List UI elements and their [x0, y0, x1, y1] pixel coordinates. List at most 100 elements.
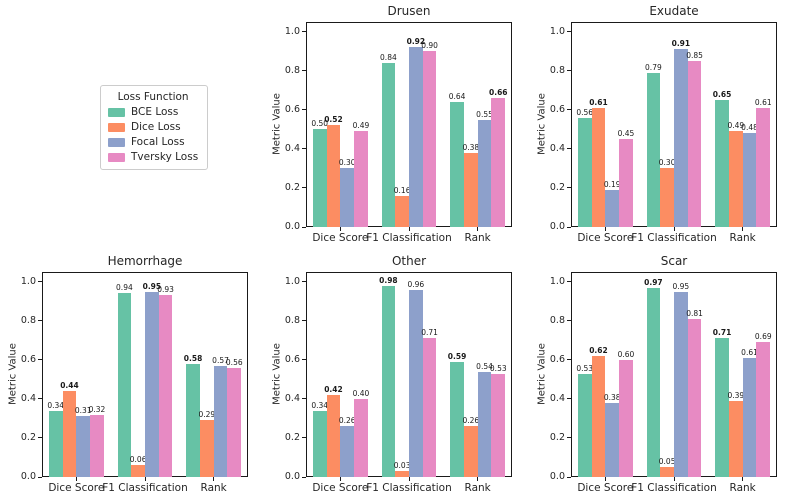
bar-value-label: 0.57: [212, 355, 229, 365]
bar-value-label: 0.49: [727, 121, 745, 131]
x-tick-label: F1 Classification: [102, 482, 188, 494]
x-tick-mark: [144, 477, 146, 481]
bar: [381, 63, 396, 227]
x-tick-label: F1 Classification: [366, 482, 452, 494]
bar-value-label: 0.81: [686, 308, 703, 318]
y-tick-mark: [567, 476, 571, 478]
bar-value-label: 0.32: [88, 404, 106, 414]
y-tick-mark: [38, 320, 42, 322]
bar-value-label: 0.61: [741, 347, 758, 357]
bar: [340, 426, 355, 477]
bar-value-label: 0.91: [671, 39, 691, 49]
panel-hemorrhage: Hemorrhage Metric Value 0.0 0.2 0.4 0.6 0.8 1.0…: [0, 250, 264, 501]
bar: [354, 131, 368, 227]
x-tick-mark: [408, 227, 410, 231]
bar: [326, 125, 341, 227]
bar-value-label: 0.38: [603, 392, 621, 402]
bar-value-label: 0.94: [116, 283, 133, 293]
y-tick-mark: [302, 281, 306, 283]
bar: [674, 49, 688, 227]
y-tick-mark: [567, 109, 571, 111]
panel-exudate: Exudate Metric Value 0.0 0.2 0.4 0.6 0.8 1.0 Dic…: [529, 0, 793, 250]
legend-label-dice-loss: Dice Loss: [131, 121, 181, 133]
bar-value-label: 0.40: [352, 388, 370, 398]
legend-item-tversky-loss: Tversky Loss: [108, 151, 198, 163]
y-tick-mark: [302, 476, 306, 478]
y-tick-label: 0.2: [284, 431, 300, 443]
x-tick-mark: [213, 477, 215, 481]
y-tick-mark: [302, 31, 306, 33]
x-tick-label: Rank: [729, 482, 756, 494]
bar: [491, 98, 506, 227]
y-tick-mark: [567, 281, 571, 283]
x-tick-label: F1 Classification: [631, 232, 717, 244]
bar: [687, 318, 702, 477]
panel-title: Scar: [660, 254, 688, 268]
y-tick-label: 0.6: [284, 103, 300, 115]
bar-value-label: 0.64: [448, 92, 466, 102]
legend-label-bce-loss: BCE Loss: [131, 106, 179, 118]
y-tick-mark: [567, 70, 571, 72]
bar-value-label: 0.95: [142, 281, 162, 291]
bar-value-label: 0.53: [576, 363, 594, 373]
bar-value-label: 0.26: [462, 416, 480, 426]
bar-value-label: 0.38: [462, 142, 480, 152]
bar: [463, 152, 478, 227]
bar: [395, 195, 409, 227]
x-tick-mark: [477, 227, 479, 231]
y-tick-label: 1.0: [284, 25, 300, 37]
bar: [715, 100, 729, 227]
bar-value-label: 0.90: [421, 41, 438, 51]
bar-value-label: 0.42: [324, 385, 343, 394]
bar: [145, 291, 159, 477]
bar: [340, 168, 355, 227]
y-tick-mark: [567, 226, 571, 228]
x-tick-mark: [477, 477, 479, 481]
y-tick-label: 0.6: [549, 103, 565, 115]
y-tick-label: 0.6: [549, 353, 565, 365]
bar: [742, 357, 757, 477]
bar: [409, 289, 423, 477]
x-tick-label: Dice Score: [312, 482, 369, 494]
y-tick-label: 1.0: [20, 275, 36, 287]
x-tick-mark: [742, 477, 744, 481]
x-tick-label: F1 Classification: [366, 232, 452, 244]
bar: [591, 355, 606, 477]
bar: [605, 189, 620, 227]
y-tick-label: 0.4: [549, 392, 565, 404]
x-tick-mark: [408, 477, 410, 481]
bar-value-label: 0.95: [672, 281, 690, 291]
x-tick-mark: [604, 477, 606, 481]
bar: [646, 72, 661, 227]
bar-value-label: 0.61: [754, 97, 772, 107]
y-tick-mark: [302, 320, 306, 322]
legend-label-focal-loss: Focal Loss: [131, 136, 185, 148]
bar: [450, 102, 464, 227]
y-tick-mark: [38, 476, 42, 478]
bar: [381, 285, 396, 477]
x-tick-mark: [339, 227, 341, 231]
y-tick-label: 0.8: [284, 64, 300, 76]
y-tick-mark: [567, 437, 571, 439]
panel-title: Other: [391, 254, 427, 268]
bar: [422, 51, 437, 227]
bar: [62, 391, 77, 477]
x-tick-mark: [673, 227, 675, 231]
bar: [660, 467, 674, 477]
bar: [756, 342, 771, 477]
legend: Loss Function BCE Loss Dice Loss Focal L…: [100, 85, 209, 170]
bar-value-label: 0.34: [47, 400, 65, 410]
y-tick-mark: [302, 398, 306, 400]
bar-value-label: 0.26: [338, 416, 356, 426]
bar-value-label: 0.65: [712, 90, 732, 100]
x-tick-label: Dice Score: [312, 232, 369, 244]
x-tick-label: F1 Classification: [631, 482, 717, 494]
x-tick-mark: [339, 477, 341, 481]
bar-value-label: 0.96: [407, 279, 425, 289]
bar: [450, 361, 464, 477]
y-tick-label: 0.4: [20, 392, 36, 404]
bar: [395, 471, 409, 477]
bar: [619, 359, 633, 477]
x-tick-mark: [742, 227, 744, 231]
y-tick-mark: [302, 109, 306, 111]
